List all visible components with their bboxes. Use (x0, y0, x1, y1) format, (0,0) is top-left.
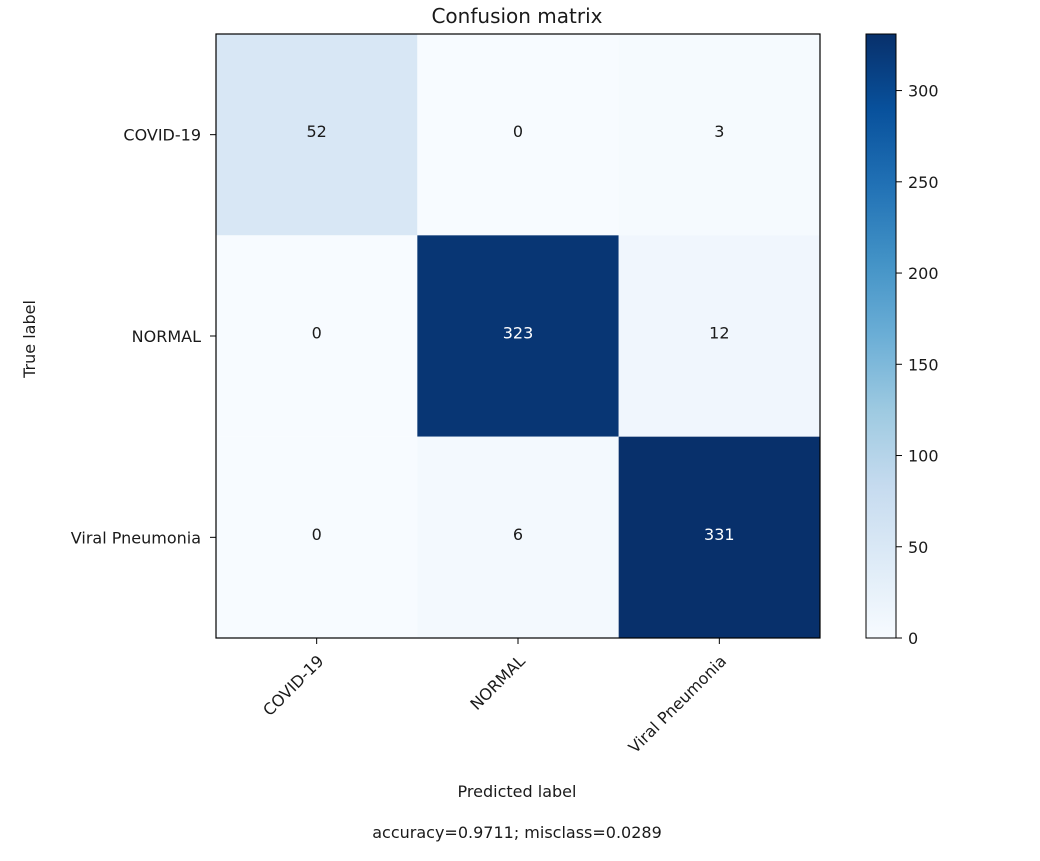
colorbar (865, 33, 897, 639)
heatmap-cell-labels: 52 0 3 0 323 12 0 6 331 (306, 122, 734, 544)
heatmap-cell (417, 34, 619, 236)
heatmap-cells (216, 34, 820, 638)
colorbar-tick-label: 100 (908, 447, 939, 466)
cell-value-label: 3 (714, 122, 724, 141)
heatmap-cell (618, 34, 820, 236)
cell-value-label: 0 (513, 122, 523, 141)
colorbar-tick-label: 150 (908, 355, 939, 374)
heatmap-cell (618, 436, 820, 638)
colorbar-tick-label: 200 (908, 264, 939, 283)
heatmap-cell (618, 235, 820, 437)
heatmap-cell (417, 436, 619, 638)
colorbar-ticks: 0 50 100 150 200 250 300 (896, 82, 939, 648)
y-tick-label: Viral Pneumonia (71, 528, 201, 547)
heatmap-cell (216, 436, 418, 638)
cell-value-label: 52 (306, 122, 326, 141)
colorbar-tick-label: 250 (908, 173, 939, 192)
cell-value-label: 6 (513, 525, 523, 544)
heatmap-cell (417, 235, 619, 437)
y-tick-label: NORMAL (132, 327, 201, 346)
colorbar-tick-label: 0 (908, 629, 918, 648)
heatmap-cell (216, 34, 418, 236)
x-tick-label: COVID-19 (259, 651, 327, 719)
x-axis-ticks: COVID-19 NORMAL Viral Pneumonia (259, 638, 730, 757)
x-tick-label: Viral Pneumonia (625, 651, 731, 757)
cell-value-label: 12 (709, 324, 729, 343)
cell-value-label: 0 (312, 324, 322, 343)
chart-title: Confusion matrix (431, 4, 602, 28)
y-tick-label: COVID-19 (123, 126, 201, 145)
colorbar-tick-label: 50 (908, 538, 928, 557)
accuracy-footer: accuracy=0.9711; misclass=0.0289 (372, 823, 662, 842)
heatmap-cell (216, 235, 418, 437)
cell-value-label: 0 (312, 525, 322, 544)
y-axis-label: True label (20, 300, 39, 379)
x-tick-label: NORMAL (466, 651, 529, 714)
x-axis-label: Predicted label (458, 782, 577, 801)
colorbar-tick-label: 300 (908, 82, 939, 101)
cell-value-label: 323 (503, 324, 534, 343)
y-axis-ticks: COVID-19 NORMAL Viral Pneumonia (71, 126, 216, 547)
cell-value-label: 331 (704, 525, 735, 544)
